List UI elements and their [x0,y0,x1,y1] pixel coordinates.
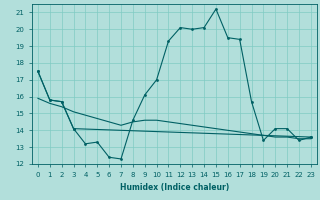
X-axis label: Humidex (Indice chaleur): Humidex (Indice chaleur) [120,183,229,192]
